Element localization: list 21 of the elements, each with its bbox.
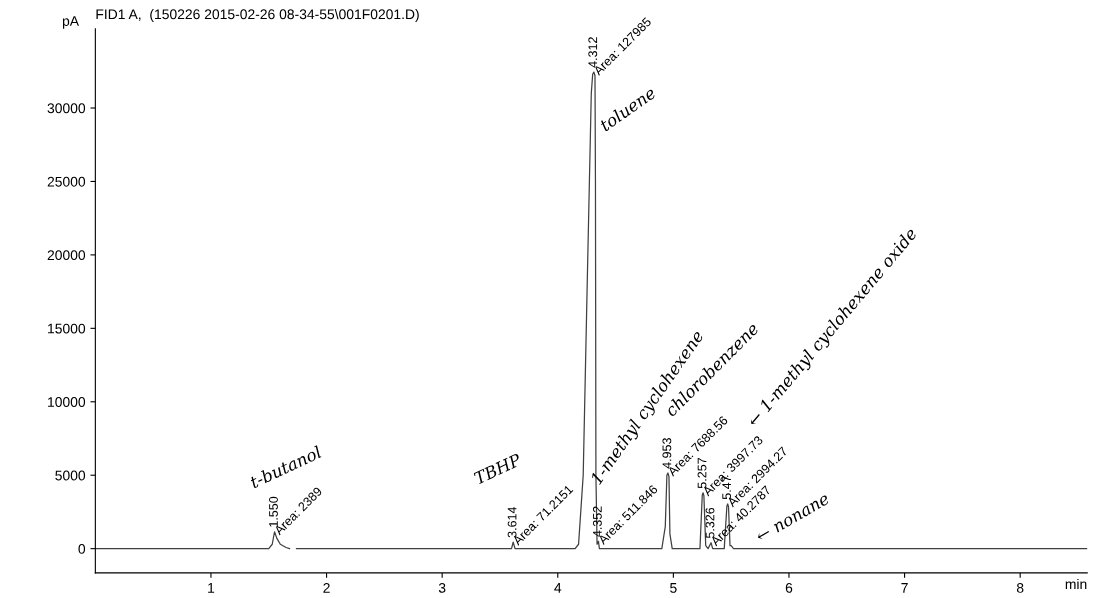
y-tick-label: 5000 [55,470,86,481]
annotation: 1.550 [269,496,278,527]
x-tick-label: 5 [670,583,677,593]
y-tick-label: 20000 [47,250,86,261]
x-tick-label: 3 [438,582,446,593]
x-tick-label: 8 [1016,582,1024,593]
y-tick-label: 0 [78,543,86,554]
y-tick-label: 25000 [47,176,86,187]
annotation: 4.352 [592,506,602,537]
y-tick-label: 15000 [48,323,86,334]
y-tick-label: 10000 [48,397,86,407]
x-tick-label: 4 [554,583,562,593]
x-tick-label: 7 [901,583,908,593]
x-axis-title: min [1065,578,1087,589]
annotation: 4.312 [588,37,598,68]
x-tick-label: 2 [323,582,330,593]
y-tick-label: 30000 [47,103,86,114]
x-tick-label: 6 [785,582,793,593]
y-axis-title: pA [62,16,80,29]
chart-title: FID1 A, (150226 2015-02-26 08-34-55\001F0201.D) [96,8,419,22]
x-tick-label: 1 [208,583,215,593]
